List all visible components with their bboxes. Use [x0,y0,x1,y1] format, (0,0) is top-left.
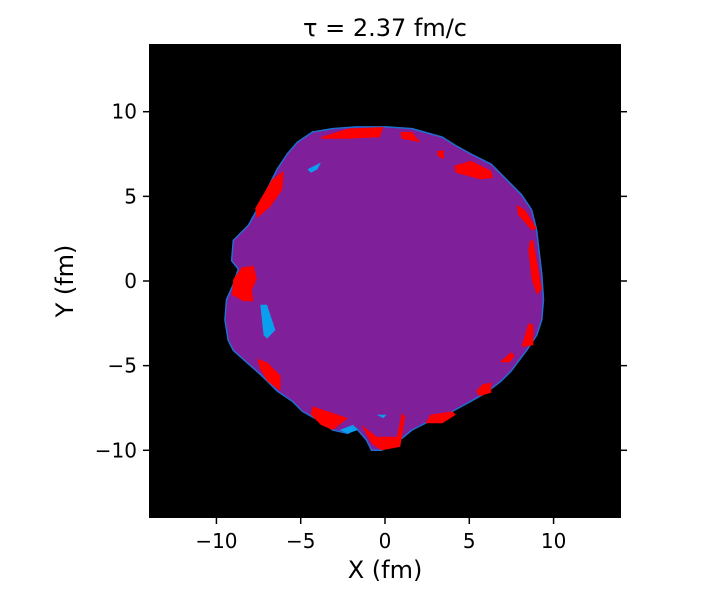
x-tick-label: 10 [541,529,566,553]
x-tick-label: −5 [286,529,315,553]
y-tick-label: 0 [124,269,137,293]
cold-region [260,304,276,339]
y-axis-label: Y (fm) [51,245,79,319]
hot-region [255,171,284,219]
axis-ticks: −10 −5 0 5 10 −10 −5 0 5 10 [95,100,627,553]
hot-region [499,352,515,363]
bulk-region [224,126,545,452]
x-tick-label: 5 [463,529,476,553]
cold-region [339,424,358,434]
x-axis-label: X (fm) [348,556,423,584]
hot-region [256,358,281,391]
hot-region [231,265,257,302]
y-tick-label: 10 [112,100,137,124]
x-tick-label: 0 [379,529,392,553]
hot-region [400,132,421,143]
hot-region [310,406,348,430]
hot-region [521,323,534,347]
y-tick-label: −5 [108,354,137,378]
chart-title: τ = 2.37 fm/c [303,14,467,42]
cold-region [376,414,387,419]
hot-region [528,240,542,295]
hot-region [516,204,537,231]
hot-region [454,160,493,180]
hot-region [437,150,444,160]
hot-region [476,382,492,397]
plot-regions [224,126,545,452]
hot-region [425,411,456,424]
hot-region [320,126,384,139]
x-tick-label: −10 [195,529,237,553]
y-tick-label: 5 [124,184,137,208]
y-tick-label: −10 [95,438,137,462]
hot-region [361,413,406,451]
cold-region [307,162,321,173]
